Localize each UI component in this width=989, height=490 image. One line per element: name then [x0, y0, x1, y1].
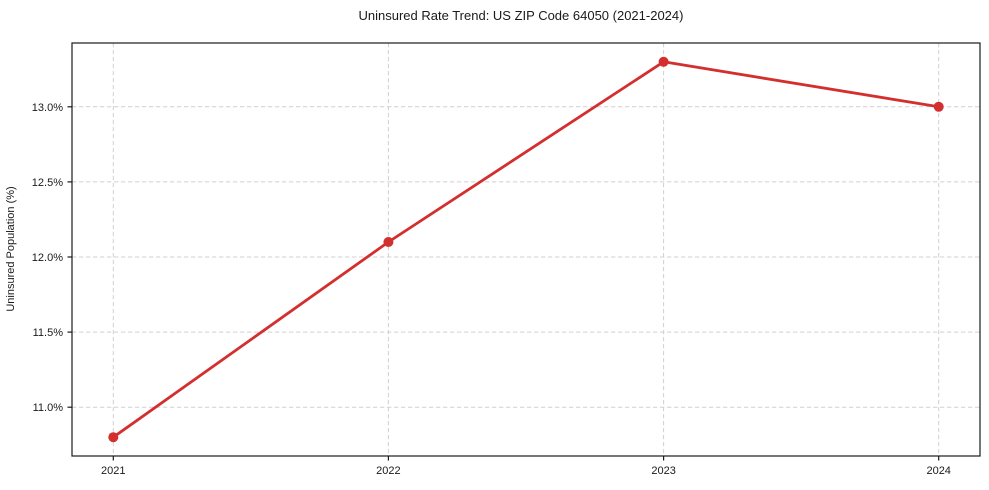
x-tick-label: 2021: [101, 465, 125, 477]
data-point: [933, 101, 944, 112]
plot-border: [71, 42, 981, 457]
chart-title: Uninsured Rate Trend: US ZIP Code 64050 …: [358, 8, 684, 23]
y-axis-label: Uninsured Population (%): [5, 186, 17, 311]
y-tick-label: 12.0%: [32, 252, 63, 264]
data-point: [108, 432, 119, 443]
y-tick-label: 12.5%: [32, 177, 63, 189]
data-point: [658, 56, 669, 67]
x-tick-label: 2022: [376, 465, 400, 477]
x-tick-label: 2023: [651, 465, 675, 477]
x-tick-label: 2024: [926, 465, 950, 477]
y-tick-label: 13.0%: [32, 102, 63, 114]
y-tick-label: 11.0%: [33, 402, 64, 414]
trend-line: [111, 60, 941, 439]
data-point: [383, 237, 394, 247]
y-tick-label: 11.5%: [33, 327, 64, 339]
